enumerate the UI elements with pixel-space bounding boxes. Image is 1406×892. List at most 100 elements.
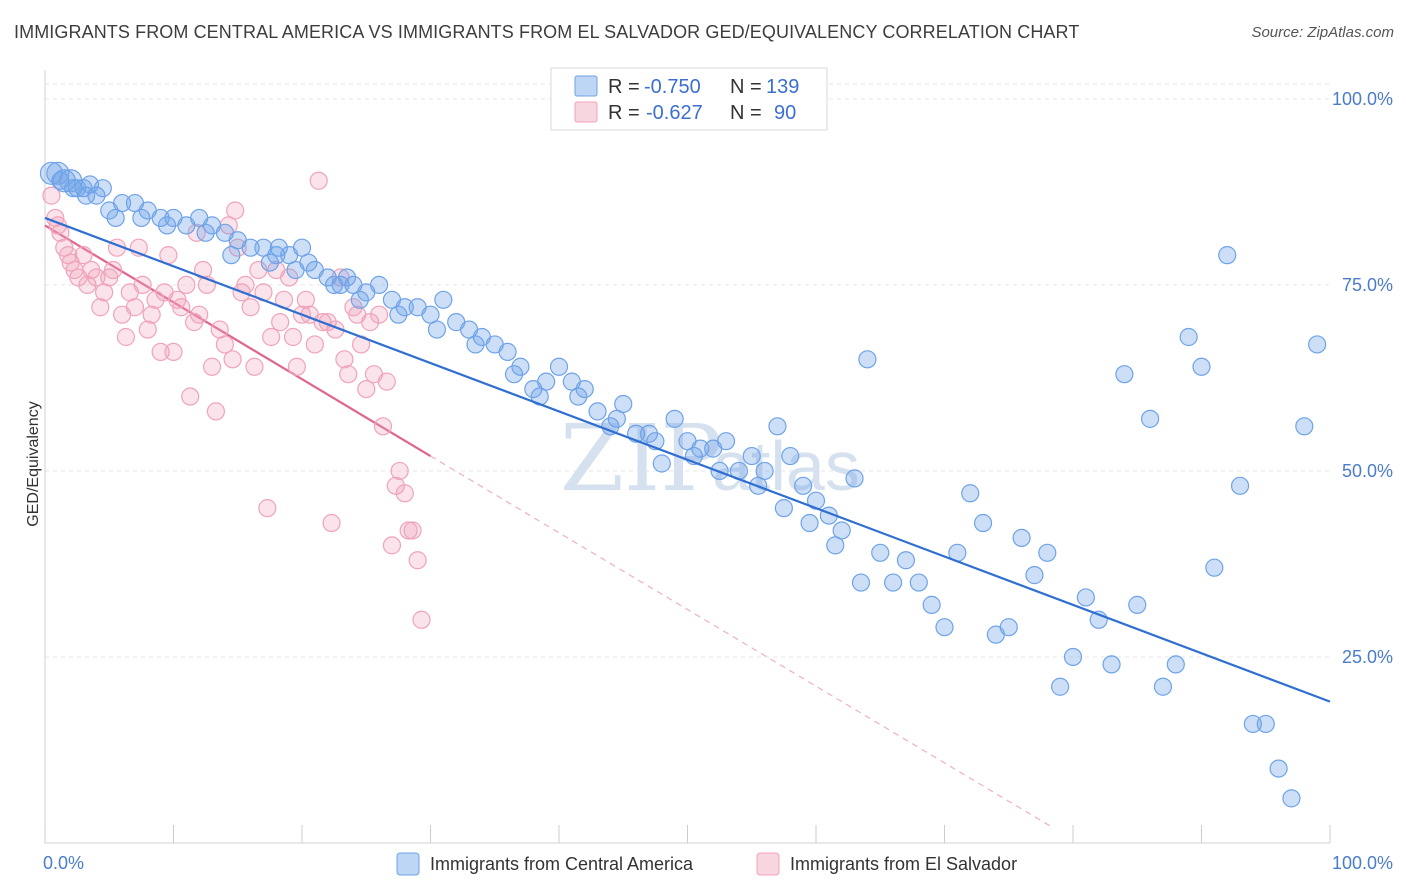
- point-el-salvador: [296, 290, 315, 309]
- point-central-america: [267, 246, 286, 265]
- y-tick-label: 50.0%: [1342, 461, 1393, 481]
- point-el-salvador: [377, 372, 396, 391]
- point-central-america: [269, 238, 288, 257]
- point-el-salvador: [241, 298, 260, 317]
- point-central-america: [504, 365, 524, 384]
- point-central-america: [665, 409, 684, 428]
- point-central-america: [826, 536, 845, 555]
- point-central-america: [350, 290, 369, 309]
- legend-r-value-2: -0.627: [646, 102, 703, 124]
- point-el-salvador: [202, 357, 222, 376]
- point-central-america: [639, 424, 659, 443]
- point-central-america: [607, 409, 626, 428]
- point-central-america: [652, 454, 671, 473]
- y-tick-label: 100.0%: [1332, 89, 1393, 109]
- point-central-america: [331, 275, 350, 295]
- point-central-america: [1308, 335, 1327, 354]
- point-central-america: [106, 208, 125, 228]
- point-el-salvador: [287, 357, 306, 376]
- point-el-salvador: [271, 313, 290, 332]
- trend-lines-el-salvador: [44, 224, 1055, 829]
- point-el-salvador: [74, 246, 93, 265]
- point-central-america: [851, 573, 871, 592]
- point-central-america: [1282, 789, 1301, 808]
- point-central-america: [742, 446, 761, 466]
- point-central-america: [896, 551, 916, 570]
- point-central-america: [999, 618, 1018, 637]
- bottom-legend-label-central-america: Immigrants from Central America: [430, 854, 694, 874]
- point-central-america: [1243, 714, 1263, 734]
- legend-r-label-1: R =: [608, 76, 640, 98]
- point-el-salvador: [104, 260, 123, 280]
- legend-swatch-blue: [574, 75, 598, 97]
- point-central-america: [466, 335, 485, 354]
- point-el-salvador: [412, 610, 431, 629]
- point-el-salvador: [190, 305, 209, 324]
- point-central-america: [1230, 476, 1250, 495]
- point-central-america: [87, 186, 106, 205]
- x-tick-label: 100.0%: [1332, 853, 1393, 873]
- point-central-america: [883, 573, 903, 592]
- point-central-america: [157, 216, 177, 235]
- trend-line-central-america-line: [44, 216, 1331, 703]
- point-central-america: [511, 357, 530, 376]
- point-central-america: [588, 402, 607, 421]
- point-central-america: [1102, 655, 1121, 674]
- trend-line-el-salvador: [44, 224, 432, 458]
- point-central-america: [961, 484, 980, 503]
- point-central-america: [858, 350, 877, 369]
- point-central-america: [1025, 566, 1044, 585]
- point-el-salvador: [280, 268, 299, 287]
- point-central-america: [260, 253, 279, 272]
- point-el-salvador: [258, 499, 277, 518]
- point-el-salvador: [408, 551, 427, 570]
- legend-r-label-2: R =: [608, 102, 640, 124]
- legend-r-value-1: -0.750: [644, 76, 701, 98]
- point-el-salvador: [87, 268, 106, 287]
- legend-n-label-2: N =: [730, 102, 762, 124]
- x-tick-labels: 0.0% 100.0%: [43, 853, 1393, 873]
- point-el-salvador: [133, 275, 152, 295]
- point-central-america: [1063, 647, 1083, 667]
- point-central-america: [768, 417, 787, 436]
- point-central-america: [389, 305, 408, 324]
- point-central-america: [569, 387, 588, 406]
- point-central-america: [1012, 528, 1031, 548]
- point-central-america: [1218, 246, 1237, 265]
- point-central-america: [1295, 417, 1314, 436]
- point-el-salvador: [116, 327, 136, 347]
- point-central-america: [1115, 365, 1134, 384]
- point-el-salvador: [138, 320, 157, 339]
- point-el-salvador: [172, 298, 191, 317]
- legend-n-value-1: 139: [766, 76, 799, 98]
- point-el-salvador: [125, 298, 145, 317]
- point-central-america: [77, 186, 96, 205]
- point-el-salvador: [245, 357, 264, 376]
- point-central-america: [1192, 357, 1211, 376]
- point-el-salvador: [382, 536, 402, 555]
- trend-line-el-salvador-extension: [430, 455, 1055, 829]
- point-el-salvador: [181, 387, 200, 406]
- point-el-salvador: [142, 305, 161, 324]
- point-central-america: [800, 513, 819, 533]
- point-el-salvador: [91, 298, 110, 317]
- point-el-salvador: [339, 365, 358, 384]
- point-el-salvador: [335, 350, 354, 369]
- point-el-salvador: [322, 513, 341, 533]
- series-central-america: [39, 89, 1327, 808]
- point-el-salvador: [206, 402, 226, 421]
- point-el-salvador: [309, 171, 328, 190]
- y-axis-label: GED/Equivalency: [25, 401, 42, 526]
- point-central-america: [601, 417, 620, 436]
- point-central-america: [716, 432, 736, 451]
- point-central-america: [427, 320, 447, 339]
- point-central-america: [151, 208, 170, 228]
- bottom-legend-label-el-salvador: Immigrants from El Salvador: [790, 854, 1017, 874]
- point-central-america: [909, 573, 928, 592]
- point-el-salvador: [305, 335, 324, 354]
- series-el-salvador: [42, 171, 431, 629]
- legend-n-label-1: N =: [730, 76, 762, 98]
- chart-title: IMMIGRANTS FROM CENTRAL AMERICA VS IMMIG…: [14, 22, 1080, 42]
- grid: [45, 83, 1330, 658]
